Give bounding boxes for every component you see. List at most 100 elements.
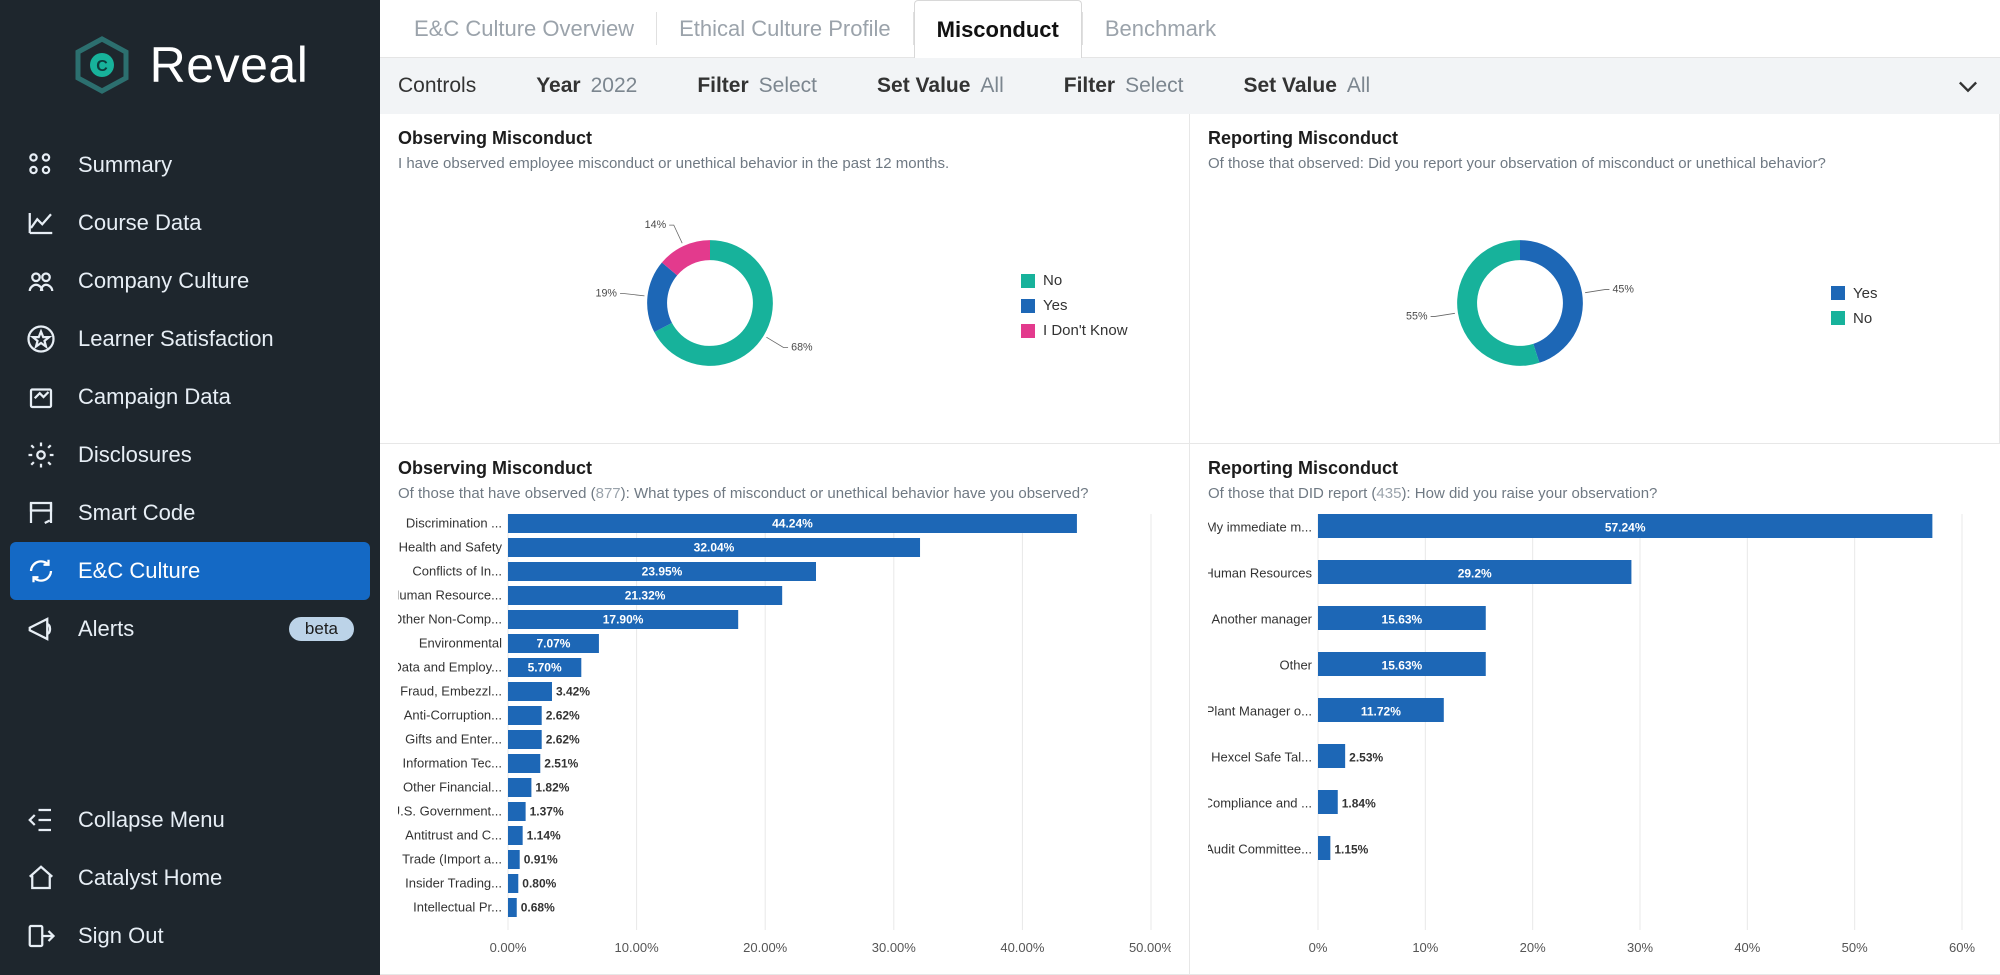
bar-label: Discrimination ... [406,516,502,531]
bar-value: 1.15% [1334,842,1368,856]
panel-observing-bars: Observing Misconduct Of those that have … [380,444,1190,975]
panel-title: Observing Misconduct [398,128,1171,149]
bar-value: 0.80% [522,877,556,891]
bar-value: 5.70% [528,661,562,675]
chevron-down-icon[interactable] [1954,72,1982,100]
sidebar-item-alerts[interactable]: Alertsbeta [0,600,380,658]
sidebar: C Reveal Summary Course DataCompany Cultu… [0,0,380,975]
bar-value: 17.90% [603,613,644,627]
sidebar-item-label: Summary [78,152,172,178]
bar-value: 11.72% [1361,704,1401,718]
control-group-set-value[interactable]: Set ValueAll [877,74,1004,98]
tab-e-c-culture-overview[interactable]: E&C Culture Overview [392,0,656,57]
sidebar-item-disclosures[interactable]: Disclosures [0,426,380,484]
control-group-year[interactable]: Year 2022 [536,74,637,98]
axis-tick: 20% [1520,940,1546,955]
bar-label: Other Non-Comp... [398,612,502,627]
brand-mark-icon: C [72,35,132,95]
bar-label: Plant Manager o... [1208,703,1312,718]
sidebar-item-campaign-data[interactable]: Campaign Data [0,368,380,426]
control-key: Set Value [1243,74,1336,98]
panel-subtitle: Of those that observed: Did you report y… [1208,155,1981,172]
bar-value: 1.84% [1342,796,1376,810]
donut-chart-reporting: 45%55% [1405,188,1635,418]
sidebar-item-summary[interactable]: Summary [0,136,380,194]
bar-label: My immediate m... [1208,519,1312,534]
donut-slice [647,262,677,332]
bar-label: Health and Safety [399,540,503,555]
bar-value: 1.82% [535,781,569,795]
donut-legend: NoYesI Don't Know [1021,266,1171,339]
panel-reporting-bars: Reporting Misconduct Of those that DID r… [1190,444,2000,975]
legend-item: I Don't Know [1021,322,1171,339]
tab-ethical-culture-profile[interactable]: Ethical Culture Profile [657,0,913,57]
control-value: Select [1125,74,1183,98]
bar-value: 44.24% [772,517,813,531]
donut-slice [1520,240,1583,363]
bar-value: 29.2% [1458,566,1492,580]
panel-observing-donut: Observing Misconduct I have observed emp… [380,114,1190,444]
bar [1318,836,1330,860]
sidebar-item-label: Sign Out [78,923,164,949]
control-group-set-value[interactable]: Set ValueAll [1243,74,1370,98]
bar-label: Hexcel Safe Tal... [1211,749,1312,764]
controls-bar: Controls Year 2022 Filter Select Set ValueAl… [380,58,2000,114]
panel-subtitle: Of those that have observed (877): What … [398,485,1171,502]
bar-value: 7.07% [536,637,570,651]
axis-tick: 0.00% [490,940,527,955]
legend-label: I Don't Know [1043,322,1128,339]
bar [508,778,531,797]
sidebar-item-company-culture[interactable]: Company Culture [0,252,380,310]
control-value: 2022 [591,74,638,98]
sidebar-item-sign-out[interactable]: Sign Out [0,907,380,965]
bar-label: Audit Committee... [1208,841,1312,856]
bar [508,874,518,893]
sidebar-item-learner-satisfaction[interactable]: Learner Satisfaction [0,310,380,368]
people-icon [26,266,56,296]
sidebar-item-e-c-culture[interactable]: E&C Culture [10,542,370,600]
axis-tick: 30% [1627,940,1653,955]
legend-item: Yes [1831,285,1981,302]
sidebar-item-catalyst-home[interactable]: Catalyst Home [0,849,380,907]
panel-title: Reporting Misconduct [1208,458,1982,479]
bar [508,730,542,749]
bar-label: Human Resources [1208,565,1313,580]
sidebar-item-smart-code[interactable]: Smart Code [0,484,380,542]
bar-value: 15.63% [1382,658,1423,672]
legend-swatch [1021,274,1035,288]
sidebar-item-label: Catalyst Home [78,865,222,891]
controls-title: Controls [398,74,476,98]
axis-tick: 20.00% [743,940,788,955]
brand-logo: C Reveal [0,0,380,130]
axis-tick: 10% [1412,940,1438,955]
bar-value: 0.68% [521,901,555,915]
sidebar-item-label: Collapse Menu [78,807,225,833]
campaign-icon [26,382,56,412]
tab-misconduct[interactable]: Misconduct [914,0,1082,58]
sidebar-item-course-data[interactable]: Course Data [0,194,380,252]
legend-label: Yes [1043,297,1067,314]
alert-icon [26,614,56,644]
donut-callout: 45% [1612,283,1634,295]
bar-label: Intellectual Pr... [413,900,502,915]
bar [508,826,523,845]
bar [508,850,520,869]
panel-reporting-donut: Reporting Misconduct Of those that obser… [1190,114,2000,444]
dashboard-grid: Observing Misconduct I have observed emp… [380,114,2000,975]
bar-value: 32.04% [694,541,735,555]
control-group-filter[interactable]: FilterSelect [697,74,817,98]
control-group-filter[interactable]: Filter Select [1064,74,1184,98]
legend-item: No [1831,310,1981,327]
axis-tick: 40% [1734,940,1760,955]
tab-benchmark[interactable]: Benchmark [1083,0,1238,57]
bar-value: 2.62% [546,709,580,723]
sidebar-item-label: Campaign Data [78,384,231,410]
brand-name: Reveal [150,36,309,94]
summary-icon [26,150,56,180]
bar-value: 23.95% [642,565,683,579]
control-key: Year [536,74,580,98]
legend-swatch [1021,324,1035,338]
control-key: Filter [1064,74,1115,98]
sidebar-item-label: Disclosures [78,442,192,468]
sidebar-item-collapse-menu[interactable]: Collapse Menu [0,791,380,849]
